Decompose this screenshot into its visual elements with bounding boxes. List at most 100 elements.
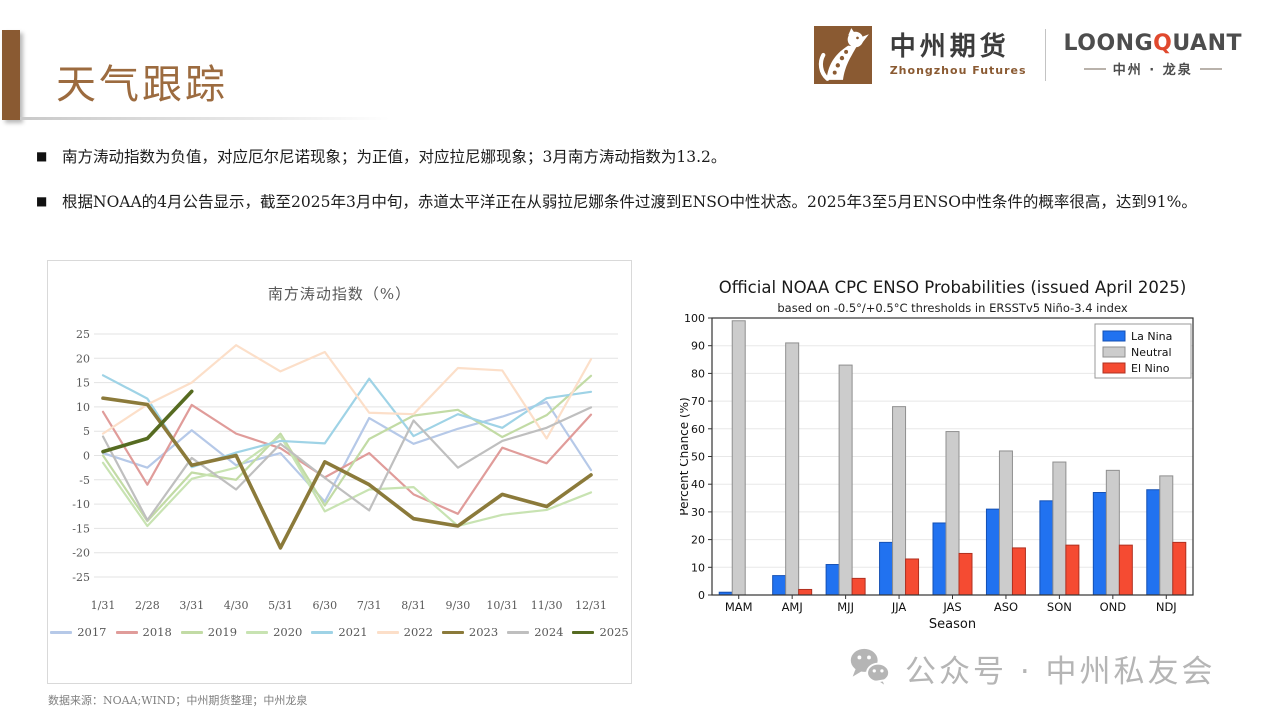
bar-Neutral-NDJ <box>1159 475 1174 596</box>
bar-El Nino-JJA <box>905 558 920 596</box>
y-axis-title: Percent Chance (%) <box>680 397 691 515</box>
svg-text:8/31: 8/31 <box>401 599 426 612</box>
legend-item-2018: 2018 <box>115 625 172 639</box>
svg-text:6/30: 6/30 <box>312 599 337 612</box>
soi-line-chart-card: 25 20 15 10 5 0 -5 -10 -15 -20 -25 1/31 2/28 3/31 4/30… <box>47 260 632 684</box>
bar-Neutral-ASO <box>998 450 1013 596</box>
legend-swatch <box>507 630 530 634</box>
dash-right <box>1199 67 1222 70</box>
svg-text:80: 80 <box>691 367 705 380</box>
x-tick-JAS: JAS <box>942 600 961 614</box>
soi-chart-legend: 2017 2018 2019 2020 2021 2022 2023 2024 2025 <box>48 625 631 639</box>
soi-line-chart: 25 20 15 10 5 0 -5 -10 -15 -20 -25 1/31 2/28 3/31 4/30… <box>72 328 618 612</box>
legend-item-2022: 2022 <box>376 625 433 639</box>
y-axis-labels: 25 20 15 10 5 0 -5 -10 -15 -20 -25 <box>72 328 90 584</box>
svg-text:60: 60 <box>691 423 705 436</box>
bullet-text: 南方涛动指数为负值，对应厄尔尼诺现象；为正值，对应拉尼娜现象；3月南方涛动指数为… <box>62 148 727 166</box>
bar-Neutral-JAS <box>945 431 960 596</box>
chart-subtitle: based on -0.5°/+0.5°C thresholds in ERSS… <box>777 301 1127 315</box>
enso-bar-chart: Official NOAA CPC ENSO Probabilities (is… <box>677 273 1205 635</box>
bar-Neutral-SON <box>1052 461 1067 596</box>
legend-swatch <box>311 630 334 634</box>
bullet-square-icon: ■ <box>36 149 48 163</box>
legend-swatch <box>246 630 269 634</box>
leopard-logo-icon <box>813 26 872 84</box>
x-tick-SON: SON <box>1047 600 1072 614</box>
chart-title: Official NOAA CPC ENSO Probabilities (is… <box>719 278 1187 297</box>
svg-text:30: 30 <box>691 506 705 519</box>
series-2017 <box>101 400 593 503</box>
bullet-text: 根据NOAA的4月公告显示，截至2025年3月中旬，赤道太平洋正在从弱拉尼娜条件… <box>62 193 1197 211</box>
logo1-cn: 中州期货 <box>889 32 1010 63</box>
svg-text:12/31: 12/31 <box>575 599 607 612</box>
bar-El Nino-NDJ <box>1172 541 1187 596</box>
logo2-brand: LOONGQUANT <box>1063 30 1242 56</box>
bar-Neutral-MAM <box>731 320 746 596</box>
svg-text:-15: -15 <box>72 522 90 535</box>
x-tick-MJJ: MJJ <box>837 600 854 614</box>
bullet-square-icon: ■ <box>36 194 48 208</box>
x-axis-title: Season <box>929 617 976 632</box>
legend-swatch <box>180 630 203 634</box>
svg-text:11/30: 11/30 <box>531 599 563 612</box>
dash-left <box>1083 67 1106 70</box>
series-2022 <box>101 344 593 440</box>
svg-text:0: 0 <box>698 589 705 602</box>
bullet-item: ■ 南方涛动指数为负值，对应厄尔尼诺现象；为正值，对应拉尼娜现象；3月南方涛动指… <box>36 145 1248 169</box>
bar-La Nina-JJA <box>879 541 894 596</box>
legend-label: 2022 <box>403 625 433 639</box>
legend-swatch-Neutral <box>1102 346 1126 358</box>
legend-label: 2021 <box>338 625 368 639</box>
legend-item-2017: 2017 <box>50 625 107 639</box>
bar-El Nino-MJJ <box>851 577 866 596</box>
svg-text:100: 100 <box>684 312 705 325</box>
svg-text:20: 20 <box>76 352 90 365</box>
legend-swatch-El Nino <box>1102 362 1126 374</box>
bar-El Nino-AMJ <box>798 588 813 596</box>
legend-item-2023: 2023 <box>441 625 498 639</box>
svg-text:4/30: 4/30 <box>224 599 249 612</box>
loongquant-logo: LOONGQUANT 中州 · 龙泉 <box>1063 30 1242 79</box>
page-title: 天气跟踪 <box>56 62 228 108</box>
svg-text:25: 25 <box>76 328 90 341</box>
svg-text:0: 0 <box>83 450 90 463</box>
svg-text:90: 90 <box>691 340 705 353</box>
bar-La Nina-OND <box>1092 492 1107 596</box>
svg-text:5: 5 <box>83 425 90 438</box>
enso-bar-chart-svg: Official NOAA CPC ENSO Probabilities (is… <box>677 278 1194 632</box>
bars <box>718 320 1187 596</box>
x-tick-OND: OND <box>1100 600 1127 614</box>
plot-border <box>711 317 1194 596</box>
svg-text:3/31: 3/31 <box>179 599 204 612</box>
legend-swatch <box>441 630 464 634</box>
x-axis-labels: 1/31 2/28 3/31 4/30 5/31 6/30 7/31 8/31 9/30 10/3… <box>91 599 607 612</box>
legend-item-2020: 2020 <box>246 625 302 639</box>
series-2023 <box>101 396 593 550</box>
svg-text:70: 70 <box>691 395 705 408</box>
legend-swatch <box>376 630 399 634</box>
bar-La Nina-SON <box>1039 500 1054 596</box>
logo2-cn: 中州 · 龙泉 <box>1112 63 1193 79</box>
bar-La Nina-ASO <box>985 508 1000 596</box>
title-accent-bar <box>2 30 20 120</box>
legend-label-Neutral: Neutral <box>1131 346 1172 359</box>
svg-text:15: 15 <box>76 377 90 390</box>
legend-label: 2024 <box>534 625 564 639</box>
legend-swatch <box>115 630 138 634</box>
legend-item-2024: 2024 <box>507 625 563 639</box>
x-tick-AMJ: AMJ <box>782 600 803 614</box>
legend-label: 2019 <box>207 625 238 639</box>
bar-El Nino-SON <box>1065 544 1080 596</box>
svg-text:-10: -10 <box>72 498 90 511</box>
legend-item-2025: 2025 <box>572 625 629 639</box>
bar-La Nina-JAS <box>932 522 947 596</box>
bar-El Nino-ASO <box>1011 547 1026 596</box>
x-tick-ASO: ASO <box>994 600 1018 614</box>
svg-text:9/30: 9/30 <box>446 599 471 612</box>
bar-Neutral-JJA <box>892 406 907 596</box>
series-2018 <box>101 403 593 515</box>
bar-Neutral-OND <box>1105 469 1120 596</box>
bar-Neutral-MJJ <box>838 364 853 596</box>
y-axis-labels: 0 10 20 30 40 50 60 70 80 90 100 <box>684 312 705 602</box>
